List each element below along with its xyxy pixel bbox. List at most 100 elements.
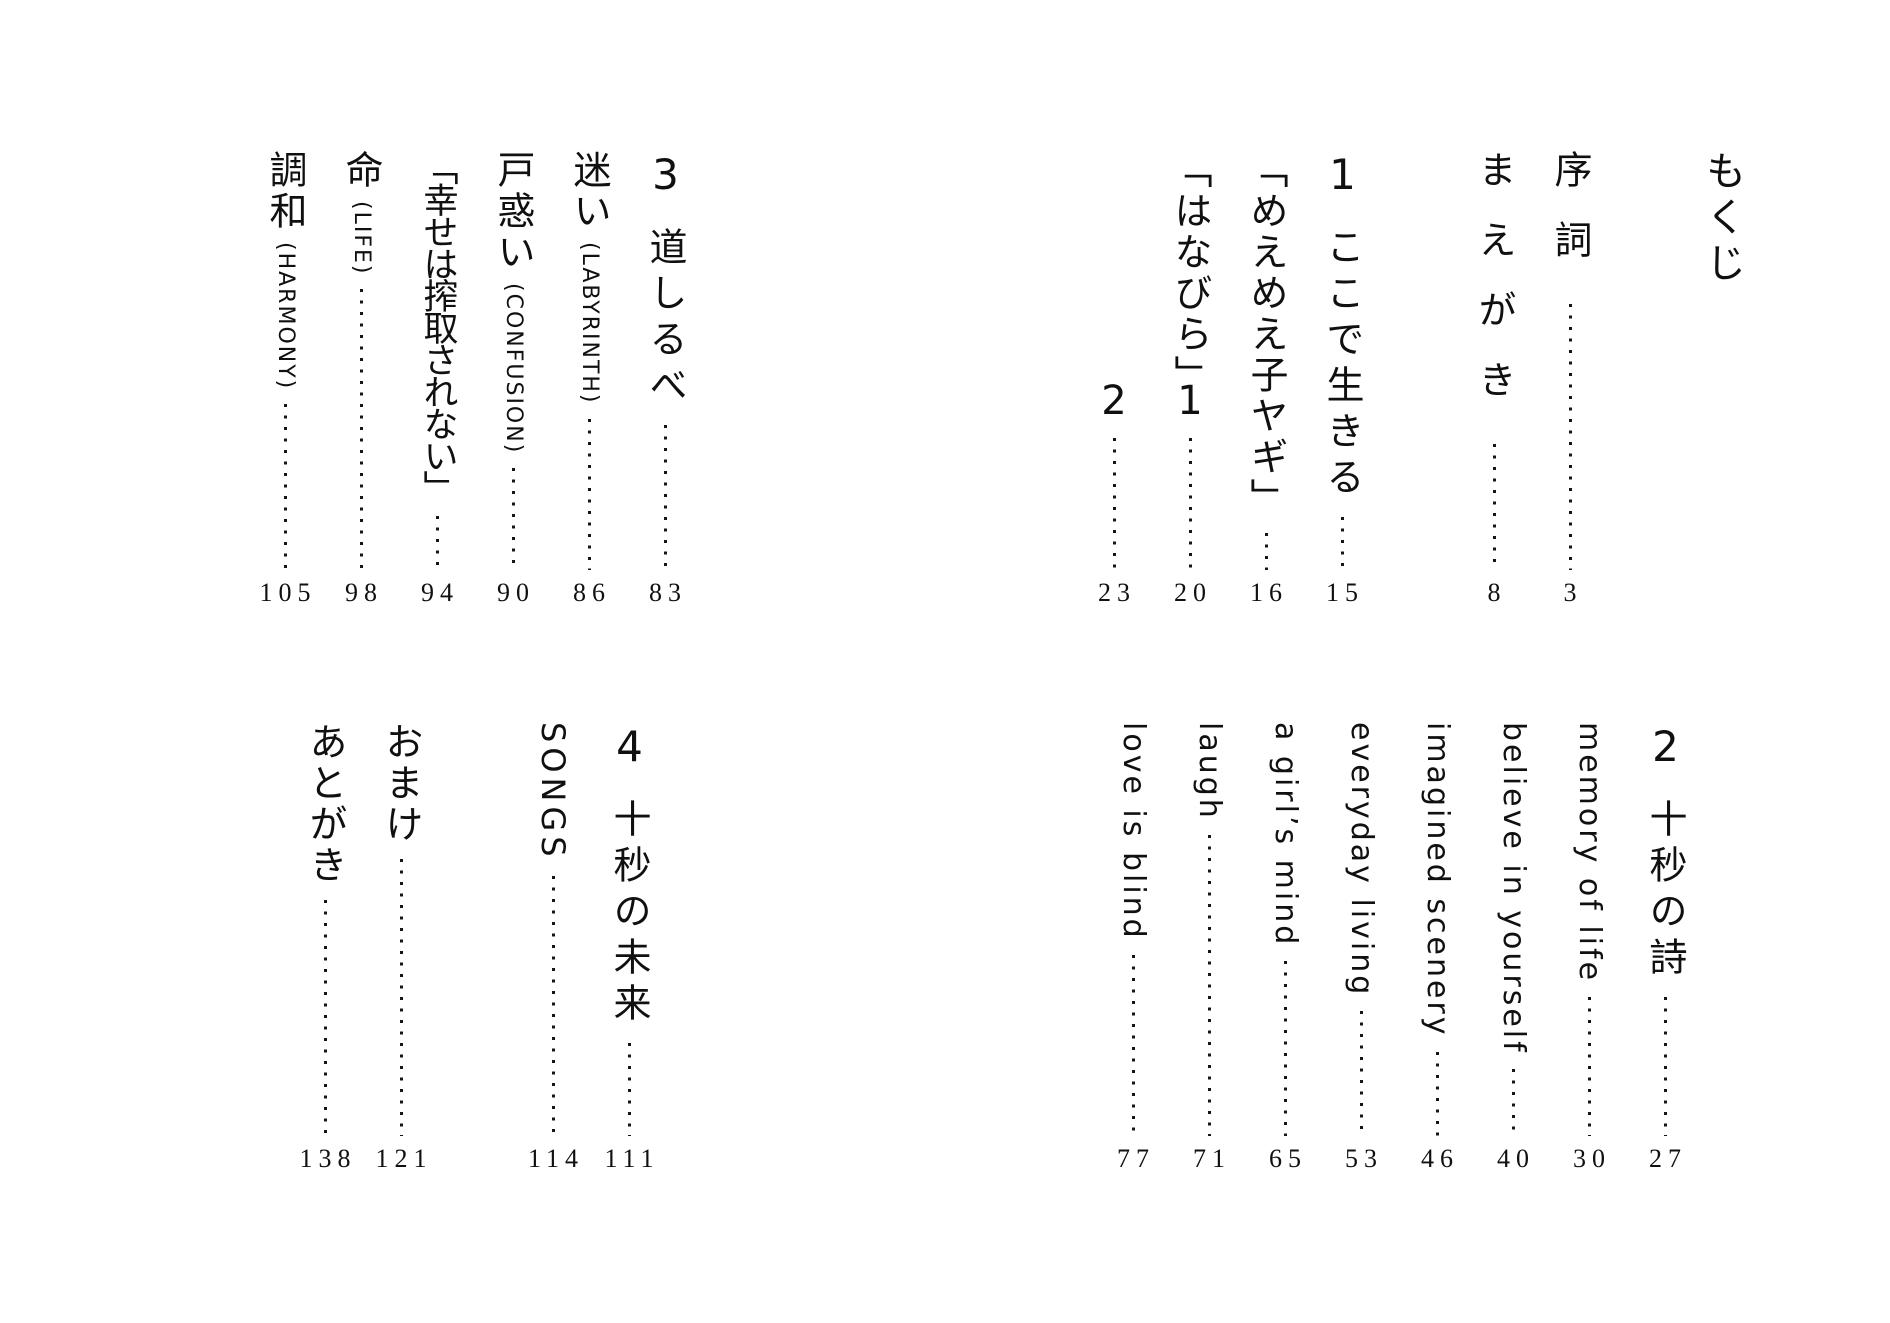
dotted-leader xyxy=(359,289,363,570)
dotted-leader xyxy=(1131,954,1135,1136)
toc-entry: love is blind 77 xyxy=(1095,722,1171,1172)
dotted-leader xyxy=(1283,961,1287,1136)
dotted-leader xyxy=(1340,517,1344,570)
dotted-leader xyxy=(1663,997,1667,1136)
entry-title: a girl’s mind xyxy=(1268,722,1303,948)
column-spacer xyxy=(1380,150,1456,606)
toc-heading: もくじ xyxy=(1684,150,1760,606)
toc-block-bottom-left: 4 十秒の未来 111 SONGS 114 おまけ 121 あとがき 138 xyxy=(287,722,667,1172)
page-number: 98 xyxy=(345,578,383,607)
toc-entry: 「めえめえ子ヤギ」 16 xyxy=(1228,150,1304,606)
entry-title: 十秒の未来 xyxy=(607,799,651,1029)
page-number: 8 xyxy=(1487,578,1507,607)
page-number: 105 xyxy=(259,578,317,607)
dotted-leader xyxy=(1112,438,1116,570)
page-number: 16 xyxy=(1250,578,1288,607)
toc-entry: a girl’s mind 65 xyxy=(1247,722,1323,1172)
toc-entry: 序詞 3 xyxy=(1532,150,1608,606)
toc-entry: おまけ 121 xyxy=(363,722,439,1172)
toc-entry: SONGS 114 xyxy=(515,722,591,1172)
section-number: 4 xyxy=(605,722,654,771)
dotted-leader xyxy=(1492,444,1496,570)
page-number: 23 xyxy=(1098,578,1136,607)
toc-entry: 4 十秒の未来 111 xyxy=(591,722,667,1172)
part-number: 2 xyxy=(1091,378,1137,424)
entry-title: あとがき xyxy=(303,722,347,886)
dotted-leader xyxy=(1511,1068,1515,1136)
entry-title: 調和 xyxy=(263,150,307,232)
entry-title: love is blind xyxy=(1116,722,1151,941)
entry-title-latin: (LABYRINTH) xyxy=(577,242,602,405)
section-number: 3 xyxy=(641,150,690,199)
entry-title: imagined scenery xyxy=(1420,722,1455,1038)
entry-title-latin: (CONFUSION) xyxy=(501,283,526,455)
page-number: 65 xyxy=(1269,1144,1307,1173)
dotted-leader xyxy=(1188,438,1192,570)
entry-title: 「幸せは搾取されない」 xyxy=(417,150,458,502)
toc-entry: 調和 (HARMONY) 105 xyxy=(247,150,323,606)
toc-entry: memory of life 30 xyxy=(1551,722,1627,1172)
dotted-leader xyxy=(511,468,515,570)
entry-title: believe in yourself xyxy=(1496,722,1531,1055)
toc-entry: believe in yourself 40 xyxy=(1475,722,1551,1172)
page-number: 77 xyxy=(1117,1144,1155,1173)
entry-title: SONGS xyxy=(534,722,572,862)
section-number: 1 xyxy=(1318,150,1367,199)
page-number: 71 xyxy=(1193,1144,1231,1173)
dotted-leader xyxy=(283,404,287,570)
entry-title: 十秒の詩 xyxy=(1643,799,1687,983)
entry-title: もくじ xyxy=(1699,150,1745,288)
entry-title-latin: (HARMONY) xyxy=(273,242,298,391)
column-spacer xyxy=(1608,150,1684,606)
page-number: 121 xyxy=(375,1144,433,1173)
page-number: 3 xyxy=(1563,578,1583,607)
entry-title: laugh xyxy=(1192,722,1227,821)
dotted-leader xyxy=(1207,834,1211,1136)
part-number: 1 xyxy=(1167,378,1213,424)
page-number: 114 xyxy=(527,1144,585,1173)
toc-entry: 2 23 xyxy=(1076,150,1152,606)
entry-title: 迷い xyxy=(567,150,611,232)
toc-entry: 命 (LIFE) 98 xyxy=(323,150,399,606)
page-number: 111 xyxy=(604,1144,660,1173)
toc-entry: まえがき 8 xyxy=(1456,150,1532,606)
entry-title: 序詞 xyxy=(1548,150,1592,290)
page-number: 138 xyxy=(299,1144,357,1173)
entry-title: 命 xyxy=(339,150,383,191)
toc-entry: imagined scenery 46 xyxy=(1399,722,1475,1172)
section-number: 2 xyxy=(1641,722,1690,771)
page-number: 40 xyxy=(1497,1144,1535,1173)
dotted-leader xyxy=(627,1043,631,1136)
dotted-leader xyxy=(399,859,403,1136)
page-number: 46 xyxy=(1421,1144,1459,1173)
page-number: 30 xyxy=(1573,1144,1611,1173)
dotted-leader xyxy=(435,516,439,570)
dotted-leader xyxy=(323,900,327,1136)
toc-entry: laugh 71 xyxy=(1171,722,1247,1172)
page-number: 53 xyxy=(1345,1144,1383,1173)
dotted-leader xyxy=(1264,533,1268,570)
entry-title: 「めえめえ子ヤギ」 xyxy=(1244,150,1288,519)
dotted-leader xyxy=(587,418,591,570)
toc-entry: everyday living 53 xyxy=(1323,722,1399,1172)
toc-entry: 「はなびら」 1 20 xyxy=(1152,150,1228,606)
toc-entry: 戸惑い (CONFUSION) 90 xyxy=(475,150,551,606)
entry-title: 「はなびら」 xyxy=(1168,150,1212,396)
dotted-leader xyxy=(1568,304,1572,570)
entry-title: 道しるべ xyxy=(643,227,687,411)
toc-entry: 1 ここで生きる 15 xyxy=(1304,150,1380,606)
page-number: 20 xyxy=(1174,578,1212,607)
entry-title: everyday living xyxy=(1344,722,1379,998)
dotted-leader xyxy=(663,425,667,570)
page-number: 86 xyxy=(573,578,611,607)
dotted-leader xyxy=(551,875,555,1136)
page-number: 90 xyxy=(497,578,535,607)
entry-title: おまけ xyxy=(379,722,423,845)
toc-block-top-left: 3 道しるべ 83 迷い (LABYRINTH) 86 戸惑い (CONFUSION) 90 「幸… xyxy=(247,150,703,606)
column-spacer xyxy=(439,722,515,1172)
dotted-leader xyxy=(1587,997,1591,1136)
toc-block-top-right: もくじ 序詞 3 まえがき 8 1 ここで生きる 15 「めえめえ子ヤギ」 16 「はなびら」 1 20… xyxy=(1076,150,1760,606)
page-number: 94 xyxy=(421,578,459,607)
toc-entry: 2 十秒の詩 27 xyxy=(1627,722,1703,1172)
entry-title: まえがき xyxy=(1472,150,1516,430)
